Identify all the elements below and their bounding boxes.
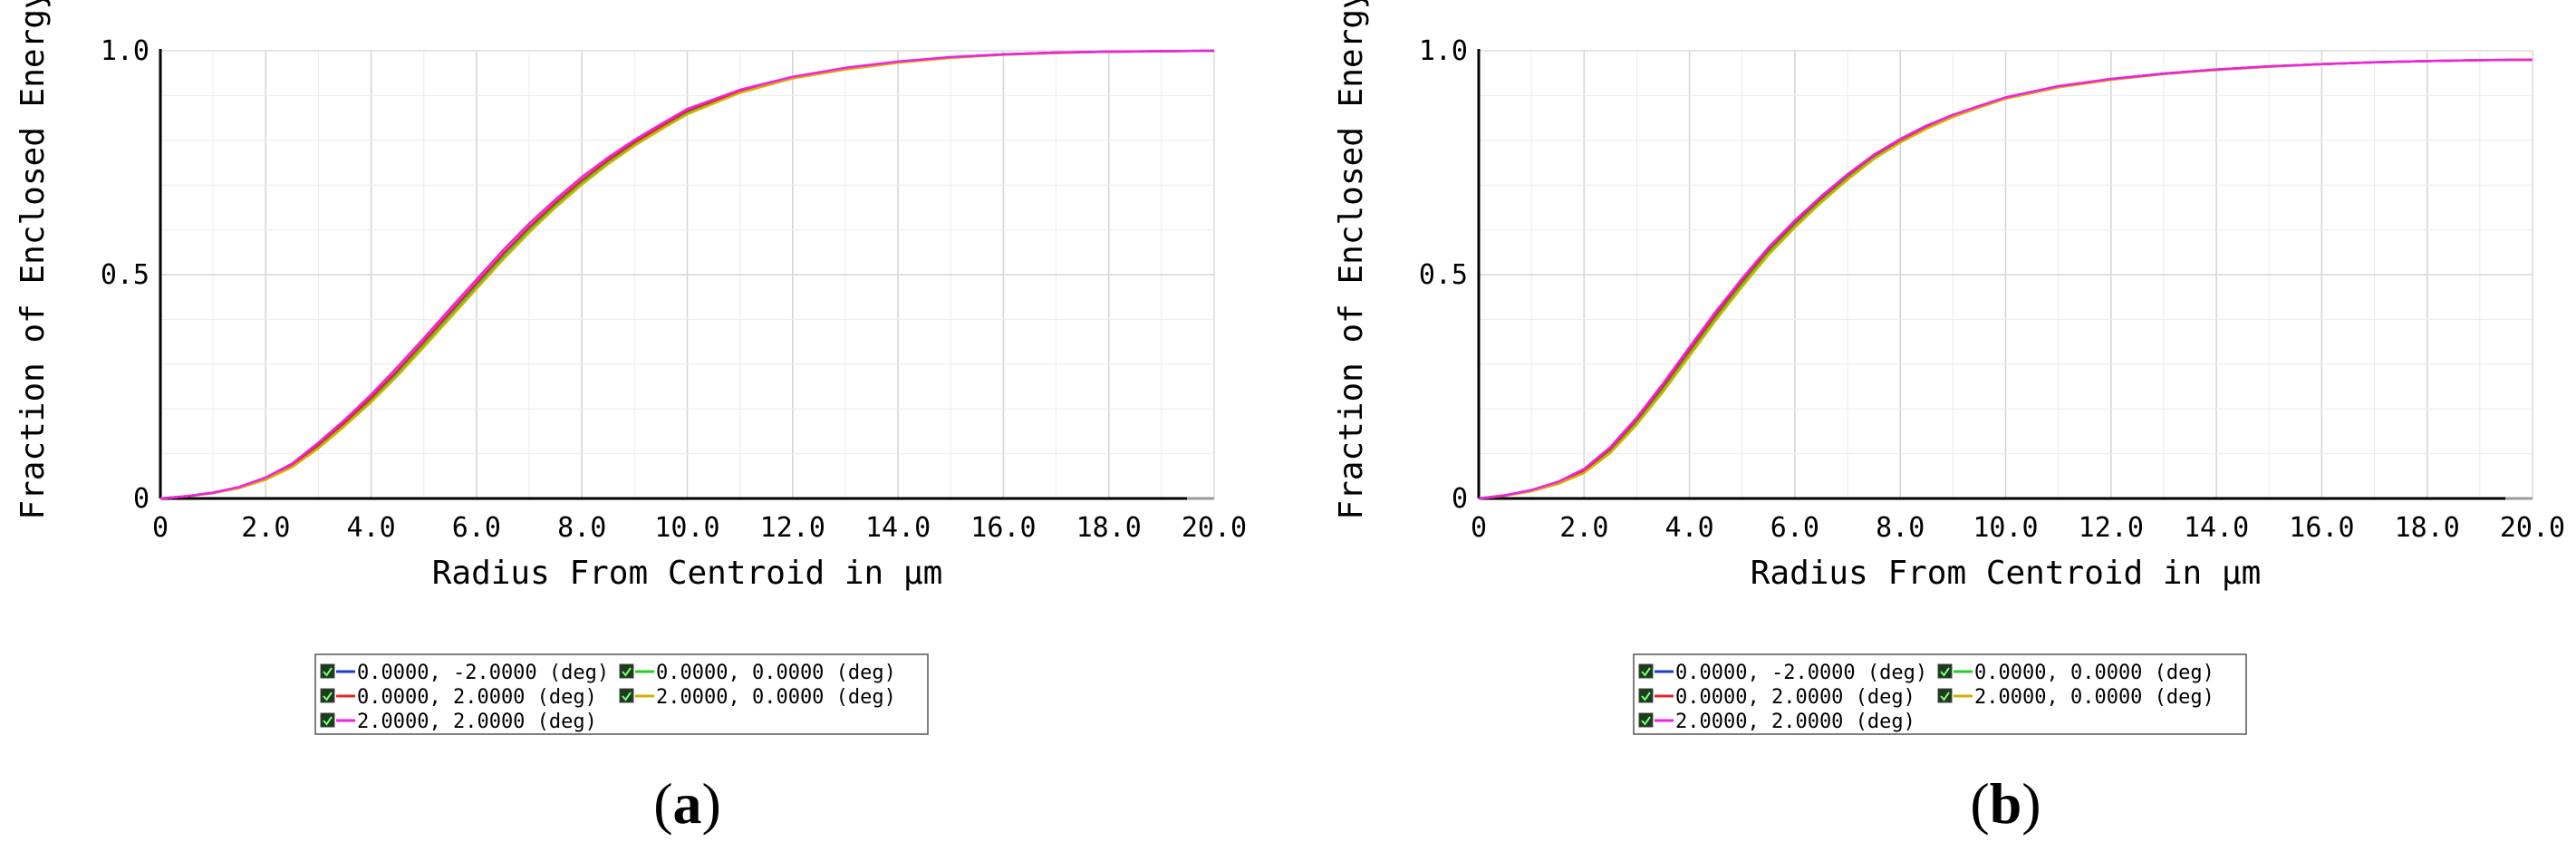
legend-item[interactable]: 0.0000, 0.0000 (deg) (1937, 662, 2214, 684)
legend-checkbox[interactable] (1638, 712, 1654, 728)
x-tick-label: 14.0 (2184, 512, 2249, 544)
legend-checkbox[interactable] (1937, 688, 1953, 703)
y-tick-label: 1.0 (1419, 35, 1468, 67)
legend-label: 0.0000, -2.0000 (deg) (1675, 662, 1927, 684)
series-lines (159, 49, 1215, 500)
check-icon (1940, 692, 1950, 701)
x-tick-label: 0 (1471, 512, 1487, 544)
legend-checkbox[interactable] (1937, 663, 1953, 679)
series-line-5 (159, 49, 1215, 500)
check-icon (1641, 692, 1651, 701)
legend-checkbox[interactable] (320, 688, 335, 703)
legend-item[interactable]: 2.0000, 0.0000 (deg) (619, 686, 896, 709)
legend-label: 0.0000, 0.0000 (deg) (656, 662, 896, 684)
legend-checkbox[interactable] (619, 663, 634, 679)
check-icon (1940, 667, 1950, 677)
legend-item[interactable]: 0.0000, -2.0000 (deg) (320, 662, 609, 684)
x-tick-label: 14.0 (865, 512, 931, 544)
panel-b: 0 2.0 4.0 6.0 8.0 10.0 12.0 14.0 16.0 18.0 20.0 0 0.… (1318, 0, 2576, 861)
x-tick-label: 18.0 (1076, 512, 1142, 544)
legend: 0.0000, -2.0000 (deg) 0.0000, 0.0000 (deg… (314, 653, 929, 735)
legend-label: 0.0000, 2.0000 (deg) (357, 686, 597, 709)
legend-item[interactable]: 0.0000, 0.0000 (deg) (619, 662, 896, 684)
x-tick-label: 6.0 (1770, 512, 1819, 544)
x-tick-label: 20.0 (1182, 512, 1247, 544)
legend-checkbox[interactable] (320, 712, 335, 728)
y-axis-title: Fraction of Enclosed Energy (1333, 0, 1370, 520)
legend-label: 2.0000, 2.0000 (deg) (1675, 711, 1915, 733)
x-tick-label: 8.0 (1876, 512, 1925, 544)
x-tick-label: 2.0 (1559, 512, 1608, 544)
x-tick-label: 12.0 (760, 512, 825, 544)
x-tick-label: 18.0 (2395, 512, 2460, 544)
legend-label: 2.0000, 2.0000 (deg) (357, 711, 597, 733)
legend-checkbox[interactable] (320, 663, 335, 679)
enclosed-energy-chart-b: 0 2.0 4.0 6.0 8.0 10.0 12.0 14.0 16.0 18.0 20.0 0 0.… (1333, 0, 2565, 836)
x-tick-label: 4.0 (1665, 512, 1714, 544)
legend-item[interactable]: 0.0000, 2.0000 (deg) (1638, 686, 1915, 709)
check-icon (1641, 667, 1651, 677)
legend-item[interactable]: 0.0000, 2.0000 (deg) (320, 686, 597, 709)
x-tick-label: 10.0 (1973, 512, 2038, 544)
legend-label: 2.0000, 0.0000 (deg) (656, 686, 896, 709)
grid (159, 50, 1215, 499)
check-icon (1641, 716, 1651, 726)
legend-checkbox[interactable] (1638, 663, 1654, 679)
x-axis-title: Radius From Centroid in µm (1751, 555, 2262, 592)
legend-checkbox[interactable] (1638, 688, 1654, 703)
series-lines (1478, 58, 2533, 500)
y-tick-label: 0 (1452, 483, 1468, 515)
enclosed-energy-chart-a: 0 2.0 4.0 6.0 8.0 10.0 12.0 14.0 16.0 18.0 20.0 0 0.… (14, 0, 1247, 836)
x-tick-label: 16.0 (2289, 512, 2354, 544)
legend-item[interactable]: 2.0000, 2.0000 (deg) (320, 711, 597, 733)
panel-caption: (a) (653, 771, 721, 836)
x-tick-label: 8.0 (557, 512, 606, 544)
check-icon (323, 716, 333, 726)
legend-item[interactable]: 2.0000, 0.0000 (deg) (1937, 686, 2214, 709)
grid (1478, 50, 2533, 499)
legend-label: 0.0000, -2.0000 (deg) (357, 662, 609, 684)
y-tick-label: 1.0 (101, 35, 150, 67)
x-tick-label: 0 (152, 512, 169, 544)
legend: 0.0000, -2.0000 (deg) 0.0000, 0.0000 (deg… (1633, 653, 2247, 735)
x-axis-title: Radius From Centroid in µm (432, 555, 943, 592)
y-tick-label: 0.5 (101, 259, 150, 291)
legend-label: 2.0000, 0.0000 (deg) (1974, 686, 2214, 709)
legend-label: 0.0000, 0.0000 (deg) (1974, 662, 2214, 684)
x-tick-label: 20.0 (2500, 512, 2565, 544)
y-tick-label: 0 (133, 483, 150, 515)
check-icon (622, 692, 632, 701)
y-axis-title: Fraction of Enclosed Energy (14, 0, 52, 520)
check-icon (323, 667, 333, 677)
check-icon (622, 667, 632, 677)
legend-checkbox[interactable] (619, 688, 634, 703)
legend-item[interactable]: 0.0000, -2.0000 (deg) (1638, 662, 1927, 684)
panel-caption: (b) (1970, 771, 2041, 836)
legend-label: 0.0000, 2.0000 (deg) (1675, 686, 1915, 709)
legend-item[interactable]: 2.0000, 2.0000 (deg) (1638, 711, 1915, 733)
panel-a: 0 2.0 4.0 6.0 8.0 10.0 12.0 14.0 16.0 18.0 20.0 0 0.… (0, 0, 1258, 861)
x-tick-label: 16.0 (970, 512, 1036, 544)
y-tick-label: 0.5 (1419, 259, 1468, 291)
x-tick-label: 4.0 (347, 512, 396, 544)
series-line-5 (1478, 58, 2533, 500)
check-icon (323, 692, 333, 701)
x-tick-label: 2.0 (241, 512, 290, 544)
x-tick-label: 6.0 (452, 512, 501, 544)
x-tick-label: 12.0 (2079, 512, 2144, 544)
x-tick-label: 10.0 (654, 512, 719, 544)
